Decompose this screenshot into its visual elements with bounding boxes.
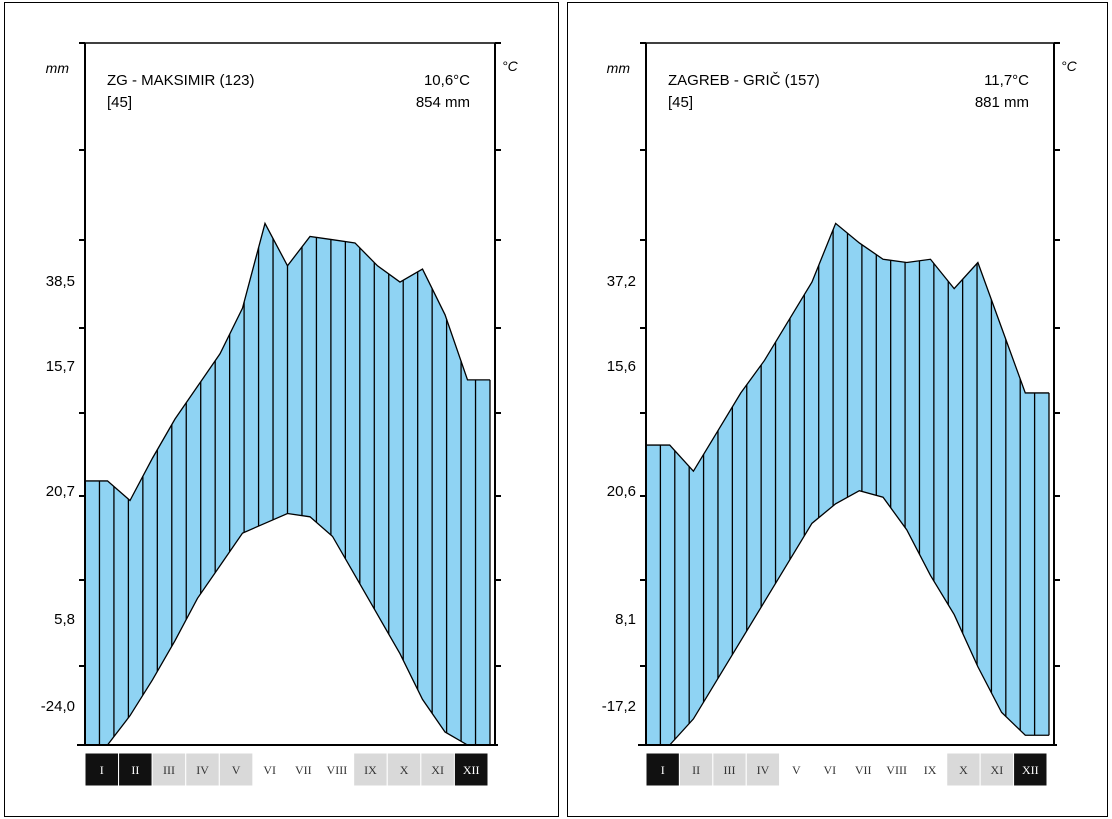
month-cell: [84, 752, 120, 787]
month-label: X: [400, 763, 409, 777]
month-cell: [453, 752, 489, 787]
station-name: ZAGREB - GRIČ (157): [668, 72, 820, 89]
month-label: III: [163, 763, 175, 777]
record-years: [45]: [107, 94, 132, 111]
month-label: XI: [991, 763, 1004, 777]
month-cell: [151, 752, 187, 787]
station-name: ZG - MAKSIMIR (123): [107, 72, 255, 89]
month-label: X: [959, 763, 968, 777]
month-label: VIII: [886, 763, 907, 777]
series-precipitation-maksimir: [85, 221, 490, 502]
month-label: V: [792, 763, 801, 777]
month-label: IX: [364, 763, 377, 777]
month-label: IX: [924, 763, 937, 777]
series-temperature-gric: [646, 490, 1049, 746]
y-tick-label: 38,5: [46, 273, 75, 290]
month-label: VI: [823, 763, 836, 777]
series-precipitation-gric: [646, 222, 1049, 473]
annual-precipitation: 881 mm: [975, 94, 1029, 111]
climate-diagram-gric: 37,2 15,6 20,6 8,1 -17,2 mm °C ZAGREB - GRIČ (1…: [567, 2, 1108, 817]
right-unit-label: °C: [1061, 58, 1078, 74]
month-label: II: [131, 763, 139, 777]
y-tick-label: 15,7: [46, 358, 75, 375]
month-cell: [252, 752, 288, 787]
y-tick-label: -17,2: [602, 698, 636, 715]
month-cell: [218, 752, 254, 787]
month-cell: [678, 752, 714, 787]
month-label: IV: [196, 763, 209, 777]
y-tick-label: 8,1: [615, 611, 636, 628]
left-unit-label: mm: [607, 60, 631, 76]
y-tick-label: 37,2: [607, 273, 636, 290]
record-years: [45]: [668, 94, 693, 111]
month-label: I: [661, 763, 665, 777]
y-tick-label: 20,6: [607, 483, 636, 500]
month-cell: [420, 752, 455, 787]
month-label: II: [692, 763, 700, 777]
series-temperature-maksimir: [85, 512, 490, 746]
month-label: I: [100, 763, 104, 777]
annual-precipitation: 854 mm: [416, 94, 470, 111]
month-cell: [946, 752, 981, 787]
month-label: XII: [1022, 763, 1039, 777]
month-cell: [319, 752, 355, 787]
climate-diagram-maksimir: 38,5 15,7 20,7 5,8 -24,0 mm °C ZG - MAKSIMIR (1…: [4, 2, 559, 817]
y-tick-label: 15,6: [607, 358, 636, 375]
month-label: VII: [855, 763, 872, 777]
mean-temperature: 10,6°C: [424, 72, 470, 89]
month-label: VIII: [327, 763, 348, 777]
chart-svg-maksimir: 38,5 15,7 20,7 5,8 -24,0 mm °C ZG - MAKSIMIR (1…: [41, 42, 519, 787]
right-unit-label: °C: [502, 58, 519, 74]
month-cell: [912, 752, 948, 787]
month-label: XII: [463, 763, 480, 777]
left-unit-label: mm: [46, 60, 70, 76]
month-label: IV: [757, 763, 770, 777]
y-tick-label: -24,0: [41, 698, 75, 715]
month-cell: [1013, 752, 1048, 787]
month-label: VI: [263, 763, 276, 777]
y-tick-label: 5,8: [54, 611, 75, 628]
month-label: XI: [431, 763, 444, 777]
month-cell: [779, 752, 814, 787]
y-tick-label: 20,7: [46, 483, 75, 500]
month-cell: [286, 752, 321, 787]
month-label: III: [724, 763, 736, 777]
mean-temperature: 11,7°C: [984, 72, 1029, 89]
month-cell: [812, 752, 847, 787]
month-label: VII: [295, 763, 312, 777]
month-label: V: [232, 763, 241, 777]
month-cell: [979, 752, 1015, 787]
chart-svg-gric: 37,2 15,6 20,6 8,1 -17,2 mm °C ZAGREB - GRIČ (1…: [602, 42, 1078, 787]
